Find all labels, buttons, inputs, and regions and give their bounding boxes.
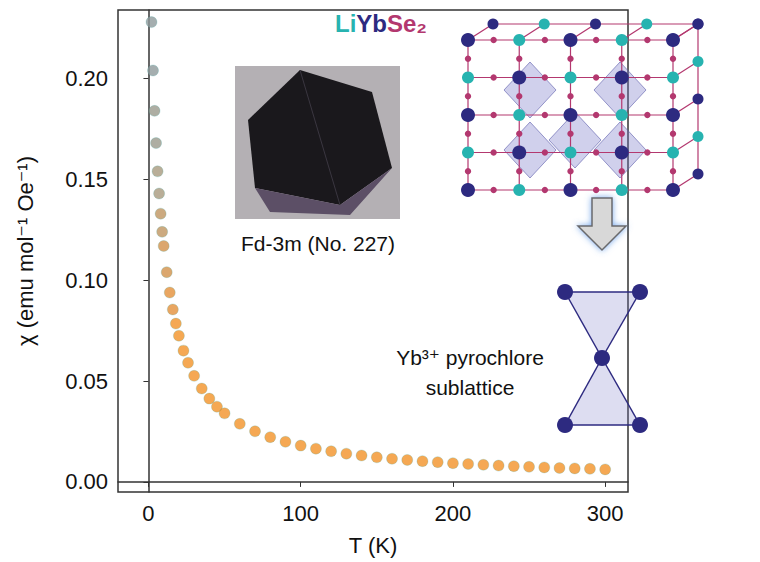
svg-text:0.20: 0.20	[65, 66, 108, 91]
svg-text:0: 0	[142, 501, 154, 526]
svg-text:200: 200	[435, 501, 472, 526]
svg-text:Yb³⁺ pyrochlore: Yb³⁺ pyrochlore	[396, 346, 544, 369]
svg-text:0.05: 0.05	[65, 369, 108, 394]
svg-text:Se₂: Se₂	[387, 10, 427, 37]
svg-text:Fd-3m (No. 227): Fd-3m (No. 227)	[241, 232, 395, 255]
svg-text:χ (emu mol⁻¹ Oe⁻¹): χ (emu mol⁻¹ Oe⁻¹)	[13, 156, 38, 346]
svg-text:0.00: 0.00	[65, 469, 108, 494]
svg-text:Yb: Yb	[356, 10, 387, 37]
svg-text:T (K): T (K)	[349, 533, 397, 558]
svg-text:0.10: 0.10	[65, 268, 108, 293]
svg-text:100: 100	[282, 501, 319, 526]
svg-text:300: 300	[587, 501, 624, 526]
svg-text:Li: Li	[335, 10, 356, 37]
svg-text:0.15: 0.15	[65, 167, 108, 192]
svg-text:sublattice: sublattice	[426, 376, 515, 399]
